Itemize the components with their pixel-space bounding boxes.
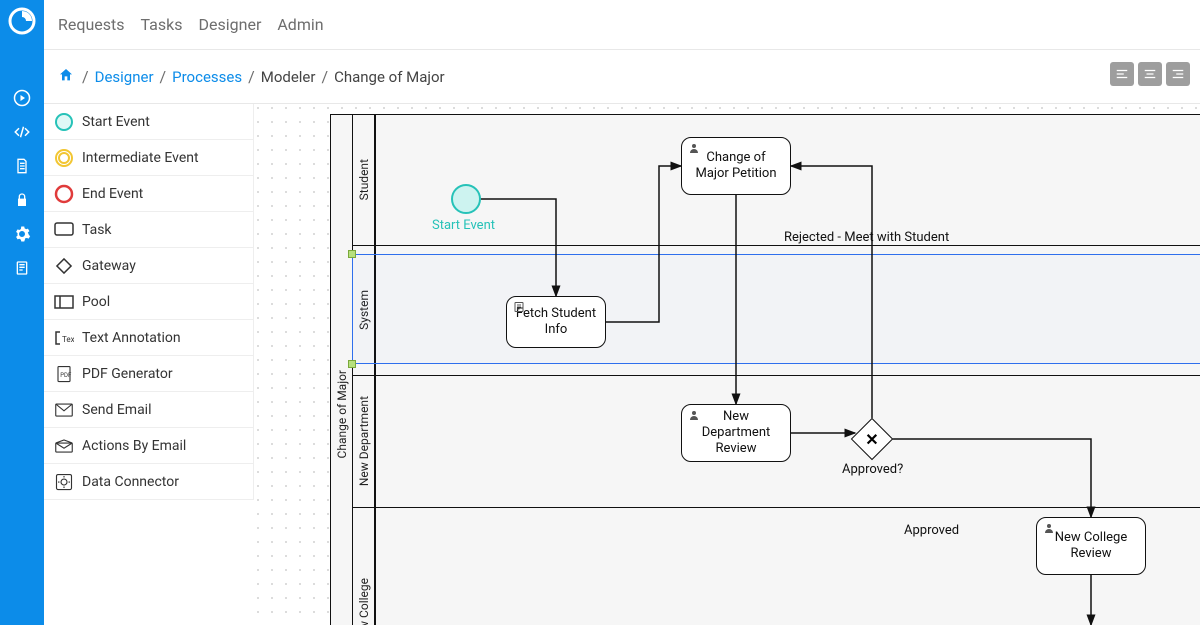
svg-text:Text: Text [62, 335, 74, 344]
palette-start-event[interactable]: Start Event [44, 104, 253, 140]
crumb-process-name: Change of Major [334, 68, 445, 86]
nav-admin[interactable]: Admin [277, 15, 323, 34]
node-change-of-major-petition[interactable]: Change of Major Petition [681, 137, 791, 195]
resize-handle[interactable] [348, 250, 356, 258]
task-label: Fetch Student Info [515, 306, 597, 339]
nav-tasks[interactable]: Tasks [141, 15, 183, 34]
palette-label: End Event [82, 186, 143, 202]
palette-label: Data Connector [82, 474, 179, 490]
align-right-button[interactable] [1166, 62, 1190, 86]
lane-divider [353, 507, 1200, 508]
lane-label-divider [375, 115, 376, 625]
palette-text-annotation[interactable]: Text Text Annotation [44, 320, 253, 356]
crumb-modeler: Modeler [261, 68, 316, 86]
gear-icon[interactable] [12, 224, 32, 244]
node-start-event[interactable] [451, 184, 481, 214]
palette-data-connector[interactable]: Data Connector [44, 464, 253, 500]
palette-intermediate-event[interactable]: Intermediate Event [44, 140, 253, 176]
left-rail [0, 0, 44, 625]
lane-label-student: Student [353, 115, 375, 245]
resize-handle[interactable] [348, 360, 356, 368]
user-task-icon [688, 142, 700, 159]
element-palette: Start Event Intermediate Event End Event… [44, 104, 254, 500]
align-center-button[interactable] [1138, 62, 1162, 86]
node-start-event-label: Start Event [432, 218, 495, 233]
svg-text:PDF: PDF [60, 372, 72, 379]
palette-label: Gateway [82, 258, 136, 274]
palette-label: Task [82, 222, 112, 238]
palette-actions-by-email[interactable]: Actions By Email [44, 428, 253, 464]
palette-label: Intermediate Event [82, 150, 199, 166]
brand-logo [7, 6, 37, 36]
user-task-icon [1043, 522, 1055, 539]
palette-label: PDF Generator [82, 366, 173, 382]
lane-label-new-college: New College [353, 507, 375, 625]
task-label: New Department Review [690, 409, 782, 458]
lane-divider [353, 245, 1200, 246]
node-new-department-review[interactable]: New Department Review [681, 404, 791, 462]
palette-task[interactable]: Task [44, 212, 253, 248]
user-task-icon [688, 409, 700, 426]
node-new-college-review[interactable]: New College Review [1036, 517, 1146, 575]
edge-label-approved: Approved [904, 523, 959, 538]
edge-label-rejected: Rejected - Meet with Student [784, 230, 949, 245]
task-label: New College Review [1045, 530, 1137, 563]
palette-label: Text Annotation [82, 330, 181, 346]
palette-label: Pool [82, 294, 110, 310]
document-icon[interactable] [12, 156, 32, 176]
script-task-icon [513, 301, 525, 318]
nav-requests[interactable]: Requests [58, 15, 125, 34]
palette-gateway[interactable]: Gateway [44, 248, 253, 284]
gateway-label: Approved? [842, 462, 903, 477]
modeler-canvas[interactable]: Change of Major Student System New Depar… [254, 104, 1200, 625]
home-icon[interactable] [58, 67, 74, 87]
top-nav: Requests Tasks Designer Admin [44, 0, 1200, 50]
palette-label: Start Event [82, 114, 150, 130]
nav-designer[interactable]: Designer [199, 15, 262, 34]
code-icon[interactable] [12, 122, 32, 142]
palette-end-event[interactable]: End Event [44, 176, 253, 212]
palette-pool[interactable]: Pool [44, 284, 253, 320]
palette-label: Actions By Email [82, 438, 186, 454]
selection-rectangle[interactable] [352, 254, 1200, 364]
breadcrumb: / Designer / Processes / Modeler / Chang… [44, 50, 1200, 104]
task-label: Change of Major Petition [690, 150, 782, 183]
pool-label: Change of Major [331, 115, 353, 625]
lock-icon[interactable] [12, 190, 32, 210]
play-icon[interactable] [12, 88, 32, 108]
crumb-processes[interactable]: Processes [172, 68, 242, 86]
book-icon[interactable] [12, 258, 32, 278]
palette-send-email[interactable]: Send Email [44, 392, 253, 428]
palette-label: Send Email [82, 402, 152, 418]
node-gateway-approved[interactable]: ✕ [857, 424, 887, 454]
lane-divider [353, 375, 1200, 376]
crumb-designer[interactable]: Designer [95, 68, 154, 86]
lane-label-new-department: New Department [353, 375, 375, 507]
palette-pdf-generator[interactable]: PDF PDF Generator [44, 356, 253, 392]
align-left-button[interactable] [1110, 62, 1134, 86]
align-toolbar [1110, 62, 1190, 86]
node-fetch-student-info[interactable]: Fetch Student Info [506, 296, 606, 348]
